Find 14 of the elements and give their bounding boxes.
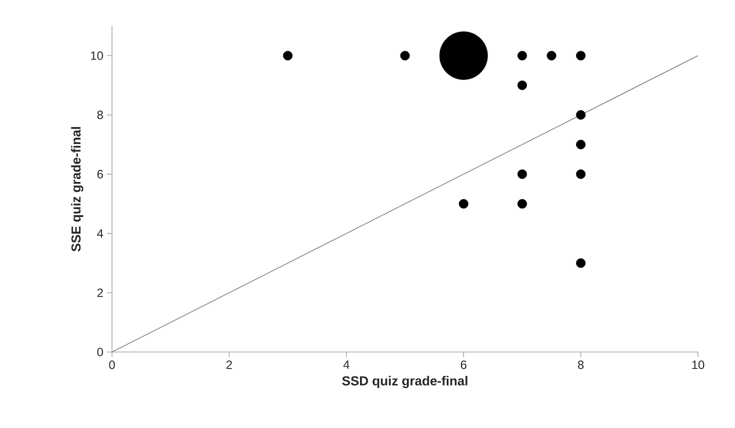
y-tick-label: 10 [91, 51, 104, 60]
x-tick-label: 6 [460, 360, 466, 370]
y-tick-label: 0 [97, 348, 104, 356]
x-tick-label: 8 [578, 360, 584, 370]
y-axis-title: SSE quiz grade-final [71, 127, 84, 252]
y-tick-label: 4 [97, 229, 104, 238]
y-tick-label: 2 [97, 288, 103, 297]
x-tick-label: 0 [109, 360, 115, 370]
y-tick-label: 6 [97, 170, 103, 178]
x-tick-label: 10 [692, 360, 704, 370]
x-axis-title: SSD quiz grade-final [342, 376, 468, 388]
x-tick-label: 4 [343, 360, 350, 369]
y-tick-label: 8 [97, 110, 103, 120]
x-tick-label: 2 [226, 360, 232, 369]
